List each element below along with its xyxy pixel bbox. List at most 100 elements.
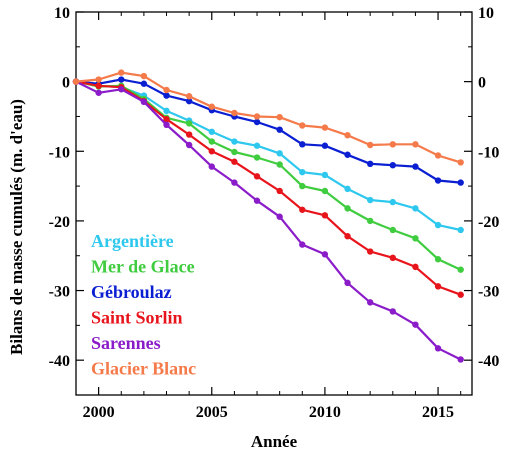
data-point: [299, 182, 306, 190]
data-point: [185, 93, 193, 100]
y-tick-label-right: -30: [478, 284, 499, 301]
data-point: [231, 138, 238, 145]
data-point: [366, 299, 374, 306]
y-tick-label-right: -10: [478, 144, 499, 161]
y-tick-label: 10: [54, 5, 70, 22]
data-point: [366, 248, 374, 255]
series-4: [72, 78, 464, 363]
data-point: [389, 162, 396, 169]
data-point: [434, 221, 442, 229]
data-point: [366, 141, 374, 149]
data-point: [95, 82, 102, 90]
legend-entry: Glacier Blanc: [91, 359, 196, 379]
data-point: [434, 256, 442, 263]
data-point: [321, 142, 329, 149]
data-point: [276, 113, 283, 121]
data-point: [299, 122, 306, 129]
data-point: [276, 187, 283, 195]
data-point: [253, 173, 261, 180]
data-point: [321, 187, 329, 195]
data-point: [366, 217, 374, 225]
legend-entry: Sarennes: [91, 333, 161, 353]
x-tick-label: 2015: [422, 404, 454, 421]
data-point: [389, 254, 396, 262]
data-point: [344, 185, 351, 193]
data-point: [208, 103, 215, 110]
series-5: [72, 69, 464, 166]
data-point: [253, 118, 261, 126]
data-point: [231, 158, 238, 165]
data-point: [163, 121, 170, 129]
data-point: [276, 213, 283, 220]
y-tick-label: -30: [49, 284, 70, 301]
legend-entry: Argentière: [91, 231, 174, 251]
data-point: [412, 235, 419, 242]
data-point: [253, 113, 261, 120]
data-point: [118, 76, 125, 83]
data-point: [253, 197, 261, 204]
y-tick-label-right: 10: [478, 5, 494, 22]
data-point: [344, 233, 351, 240]
data-point: [253, 142, 261, 149]
y-tick-label-right: -40: [478, 353, 499, 370]
y-tick-label: 0: [62, 75, 70, 92]
data-point: [140, 72, 148, 80]
data-point: [366, 196, 374, 204]
y-tick-label: -40: [49, 353, 70, 370]
data-point: [412, 321, 419, 328]
series-line: [75, 80, 462, 361]
data-point: [389, 141, 396, 148]
data-point: [389, 226, 396, 234]
data-point: [321, 171, 329, 179]
y-tick-label-right: -20: [478, 214, 499, 231]
data-point: [185, 120, 193, 127]
data-point: [163, 92, 170, 99]
data-point: [163, 86, 170, 94]
series-line: [75, 71, 462, 164]
data-point: [412, 141, 419, 148]
data-point: [253, 154, 261, 161]
data-point: [457, 159, 464, 166]
data-point: [344, 279, 351, 287]
data-point: [231, 148, 238, 156]
data-point: [118, 69, 125, 76]
data-point: [299, 241, 306, 248]
data-point: [276, 161, 283, 168]
data-point: [457, 179, 464, 186]
plot-frame: [75, 11, 473, 396]
y-tick-label: -10: [49, 144, 70, 161]
data-point: [276, 126, 283, 133]
y-tick-label: -20: [49, 214, 70, 231]
data-point: [95, 76, 102, 83]
data-point: [299, 141, 306, 148]
axes: 2000 2005 2010 2015 10 10 0 0 -10 -10 -20 -20 -30 -30…: [49, 5, 500, 421]
legend: Argentière Mer de Glace Gébroulaz Saint Sor…: [91, 231, 196, 379]
data-point: [163, 116, 170, 123]
data-point: [208, 163, 215, 170]
series-line: [75, 80, 462, 271]
y-axis-label: Bilans de masse cumulés (m. d'eau): [7, 99, 26, 355]
data-point: [366, 160, 374, 168]
legend-entry: Saint Sorlin: [91, 308, 183, 328]
data-point: [208, 148, 215, 155]
data-point: [321, 212, 329, 219]
series-line: [75, 80, 461, 232]
data-point: [389, 198, 396, 206]
data-point: [185, 141, 193, 149]
data-point: [231, 179, 238, 186]
data-point: [140, 98, 148, 106]
series-group: [72, 69, 464, 363]
legend-entry: Mer de Glace: [91, 257, 195, 277]
data-point: [457, 291, 464, 298]
data-point: [163, 107, 170, 115]
data-point: [231, 109, 238, 117]
y-tick-label-right: 0: [478, 75, 486, 92]
data-point: [457, 226, 464, 234]
x-tick-label: 2010: [309, 404, 341, 421]
data-point: [321, 251, 329, 258]
series-line: [75, 78, 461, 184]
data-point: [412, 205, 419, 212]
data-point: [299, 206, 306, 213]
data-point: [208, 128, 215, 135]
data-point: [208, 138, 215, 145]
